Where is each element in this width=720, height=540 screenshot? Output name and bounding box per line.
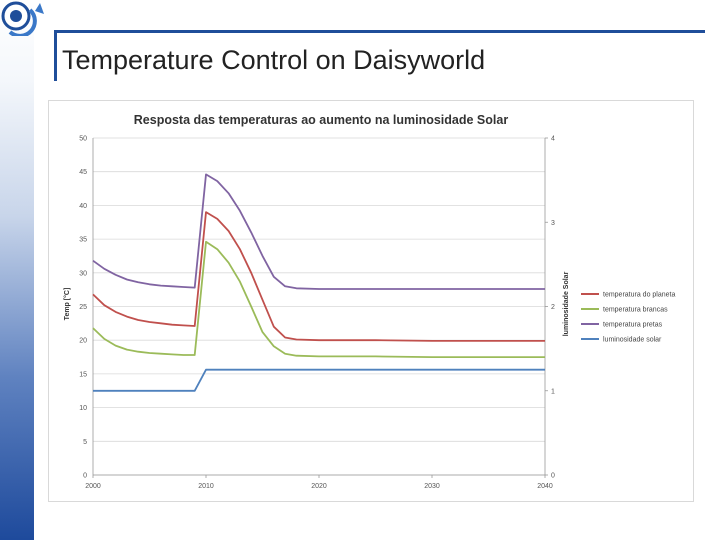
y2-axis-label: luminosidade Solar [563, 271, 570, 336]
legend-label: temperatura pretas [603, 322, 663, 329]
chart-container: Resposta das temperaturas ao aumento na … [48, 100, 694, 502]
legend-label: temperatura brancas [603, 307, 668, 314]
y2-tick-label: 4 [551, 136, 555, 143]
chart-title: Resposta das temperaturas ao aumento na … [134, 113, 509, 127]
slide-side-bar [0, 0, 34, 540]
x-tick-label: 2000 [85, 483, 101, 490]
series-line-3 [92, 173, 545, 290]
y2-tick-label: 3 [551, 220, 555, 227]
legend-label: temperatura do planeta [603, 292, 675, 299]
legend-label: luminosidade solar [603, 337, 662, 344]
legend: temperatura do planeta temperatura branca… [581, 292, 675, 344]
y-tick-label: 30 [79, 270, 87, 277]
y-axis-label: Temp [°C] [63, 288, 71, 321]
series-lines [92, 173, 545, 392]
y2-tick-label: 2 [551, 304, 555, 311]
y-tick-label: 50 [79, 136, 87, 143]
y2-tick-label: 1 [551, 388, 555, 395]
y-tick-label: 45 [79, 169, 87, 176]
series-line-2 [92, 240, 545, 359]
x-tick-label: 2010 [198, 483, 214, 490]
y-tick-label: 40 [79, 203, 87, 210]
y-tick-label: 10 [79, 405, 87, 412]
axes: 0 5 10 15 20 25 30 35 40 45 50 0 1 2 3 4 2000 2010 2020 203… [79, 136, 555, 491]
y-tick-label: 25 [79, 304, 87, 311]
y-tick-label: 35 [79, 237, 87, 244]
x-tick-label: 2020 [311, 483, 327, 490]
daisyworld-line-chart: Resposta das temperaturas ao aumento na … [63, 113, 675, 491]
y-tick-label: 0 [83, 473, 87, 480]
series-line-1 [92, 211, 545, 342]
y-tick-label: 5 [83, 439, 87, 446]
y-tick-label: 20 [79, 338, 87, 345]
y2-tick-label: 0 [551, 473, 555, 480]
title-frame [54, 30, 705, 81]
y-tick-label: 15 [79, 371, 87, 378]
page-title: Temperature Control on Daisyworld [62, 45, 486, 75]
series-line-4 [93, 368, 545, 392]
grid-lines [93, 137, 545, 476]
x-tick-label: 2040 [537, 483, 553, 490]
x-tick-label: 2030 [424, 483, 440, 490]
inpe-logo [1, 1, 44, 36]
